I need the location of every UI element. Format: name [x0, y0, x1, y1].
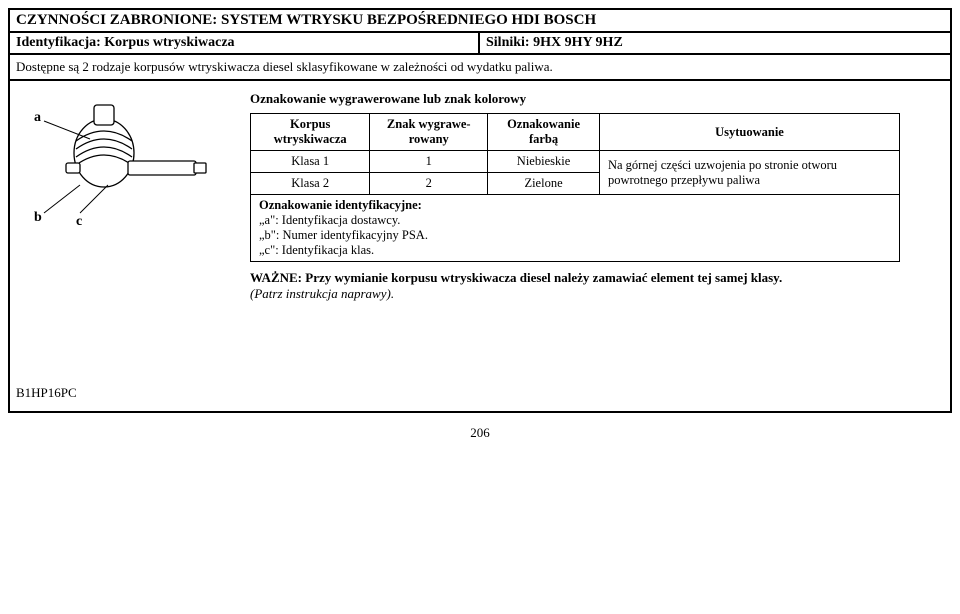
- classification-table: Korpus wtryskiwacza Znak wygrawe-rowany …: [250, 113, 900, 262]
- cell-class: Klasa 1: [251, 151, 370, 173]
- reference-code: B1HP16PC: [16, 385, 224, 401]
- col-header-body: Korpus wtryskiwacza: [251, 114, 370, 151]
- cell-color: Zielone: [488, 173, 600, 195]
- document-title: CZYNNOŚCI ZABRONIONE: SYSTEM WTRYSKU BEZ…: [10, 10, 950, 33]
- col-header-mark: Znak wygrawe-rowany: [370, 114, 488, 151]
- table-footnote-row: Oznakowanie identyfikacyjne: „a": Identy…: [251, 195, 900, 262]
- header-engines: Silniki: 9HX 9HY 9HZ: [480, 33, 950, 53]
- footnote-label: Oznakowanie identyfikacyjne:: [259, 198, 422, 212]
- figure-label-a: a: [34, 110, 41, 125]
- header-identification: Identyfikacja: Korpus wtryskiwacza: [10, 33, 480, 53]
- important-note: WAŻNE: Przy wymianie korpusu wtryskiwacz…: [250, 270, 944, 302]
- table-header-row: Korpus wtryskiwacza Znak wygrawe-rowany …: [251, 114, 900, 151]
- cell-color: Niebieskie: [488, 151, 600, 173]
- cell-mark: 2: [370, 173, 488, 195]
- figure-label-b: b: [34, 210, 42, 225]
- note-italic: (Patrz instrukcja naprawy).: [250, 286, 394, 301]
- body-row: a b c B1HP16PC Oznakowanie wygrawerowane…: [10, 81, 950, 411]
- cell-class: Klasa 2: [251, 173, 370, 195]
- document-frame: CZYNNOŚCI ZABRONIONE: SYSTEM WTRYSKU BEZ…: [8, 8, 952, 413]
- header-row: Identyfikacja: Korpus wtryskiwacza Silni…: [10, 33, 950, 55]
- description: Dostępne są 2 rodzaje korpusów wtryskiwa…: [10, 55, 950, 81]
- table-row: Klasa 1 1 Niebieskie Na górnej części uz…: [251, 151, 900, 173]
- table-cell: Oznakowanie wygrawerowane lub znak kolor…: [230, 81, 950, 411]
- figure-label-c: c: [76, 214, 82, 229]
- page-number: 206: [8, 425, 952, 441]
- col-header-location: Usytuowanie: [599, 114, 899, 151]
- footnote-a: „a": Identyfikacja dostawcy.: [259, 213, 891, 228]
- figure-cell: a b c B1HP16PC: [10, 81, 230, 411]
- cell-mark: 1: [370, 151, 488, 173]
- marking-caption: Oznakowanie wygrawerowane lub znak kolor…: [250, 91, 944, 107]
- injector-drawing: a b c: [16, 91, 216, 241]
- footnote-b: „b": Numer identyfikacyjny PSA.: [259, 228, 891, 243]
- footnote-cell: Oznakowanie identyfikacyjne: „a": Identy…: [251, 195, 900, 262]
- footnote-c: „c": Identyfikacja klas.: [259, 243, 891, 258]
- cell-location: Na górnej części uzwojenia po stronie ot…: [599, 151, 899, 195]
- note-bold: WAŻNE: Przy wymianie korpusu wtryskiwacz…: [250, 270, 782, 285]
- col-header-color: Oznakowanie farbą: [488, 114, 600, 151]
